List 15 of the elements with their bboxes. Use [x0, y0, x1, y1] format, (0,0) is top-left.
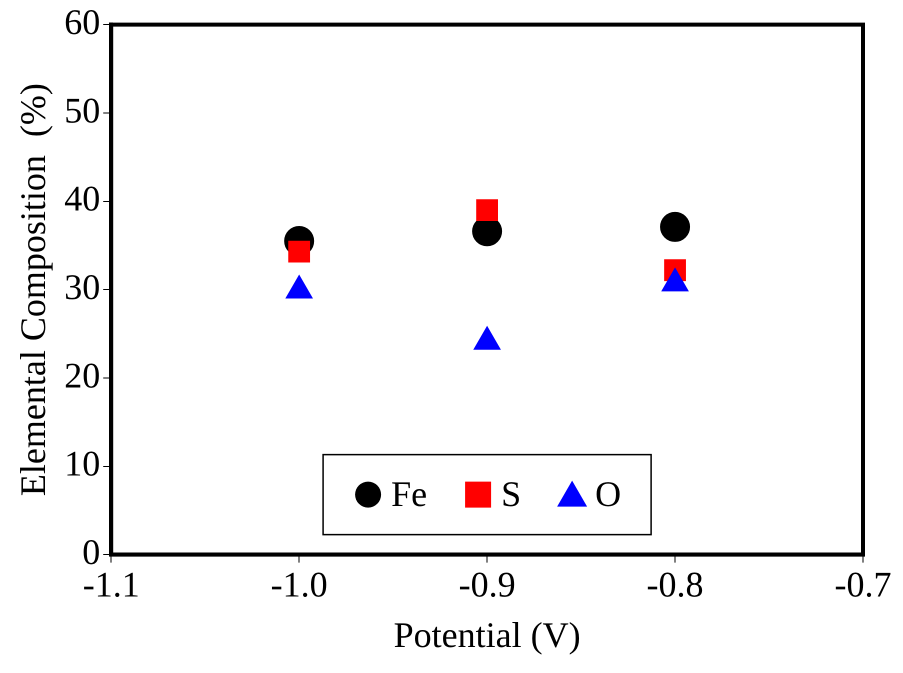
y-tick-label: 20 [64, 355, 100, 396]
y-axis-title: Elemental Composition (%) [13, 83, 54, 496]
x-axis-title: Potential (V) [394, 614, 581, 655]
y-tick-label: 10 [64, 444, 100, 484]
legend-label: O [595, 474, 622, 514]
y-tick-label: 50 [64, 90, 100, 130]
x-tick-label: -0.9 [458, 564, 516, 605]
y-tick-label: 30 [64, 267, 100, 308]
x-tick-label: -0.7 [834, 564, 892, 605]
legend-label: S [501, 474, 522, 514]
y-tick-label: 60 [64, 2, 100, 42]
x-tick-label: -1.0 [270, 564, 328, 605]
x-tick-label: -0.8 [646, 564, 704, 605]
y-tick-label: 40 [64, 178, 100, 219]
legend-label: Fe [391, 474, 428, 514]
